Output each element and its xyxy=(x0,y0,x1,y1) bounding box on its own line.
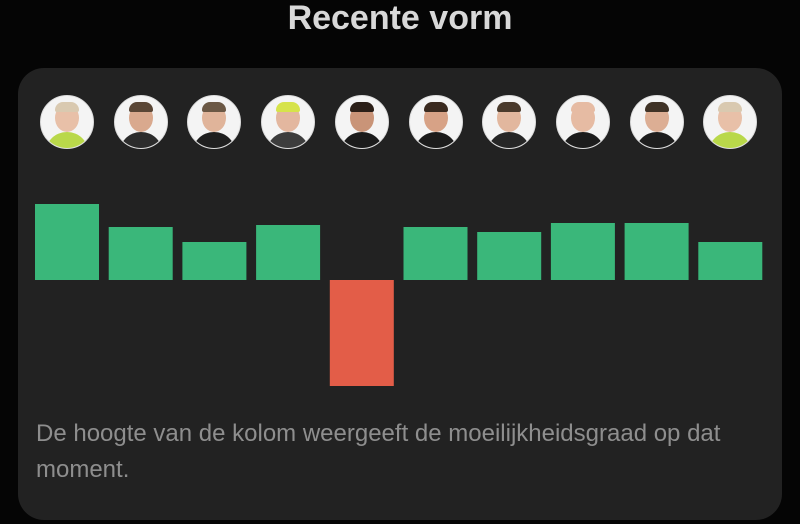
avatar-shirt xyxy=(708,132,753,148)
player-avatar-2[interactable] xyxy=(113,95,168,149)
form-bar-5 xyxy=(329,280,394,386)
form-bar-1 xyxy=(35,204,99,280)
player-avatar-9[interactable] xyxy=(629,95,684,149)
recent-form-card: De hoogte van de kolom weergeeft de moei… xyxy=(18,68,782,520)
form-bar-chart xyxy=(35,204,763,386)
player-avatar-10[interactable] xyxy=(703,95,758,149)
avatar-shirt xyxy=(413,132,458,148)
form-bar-3 xyxy=(182,242,247,280)
player-avatar-6[interactable] xyxy=(408,95,463,149)
avatar-shirt xyxy=(487,132,532,148)
avatar-hair xyxy=(570,102,595,112)
avatar-shirt xyxy=(45,132,89,148)
player-avatar-3[interactable] xyxy=(187,95,242,149)
avatar-hair xyxy=(276,102,301,112)
avatar-hair xyxy=(55,102,79,112)
avatar-hair xyxy=(718,102,743,112)
form-bar-6 xyxy=(403,227,468,280)
form-bar-2 xyxy=(108,227,173,280)
avatar-hair xyxy=(497,102,522,112)
player-avatars-row xyxy=(18,95,782,149)
player-avatar-7[interactable] xyxy=(482,95,537,149)
player-avatar-5[interactable] xyxy=(334,95,389,149)
form-bar-4 xyxy=(256,225,321,280)
form-bar-8 xyxy=(550,223,615,280)
player-avatar-8[interactable] xyxy=(555,95,610,149)
player-avatar-1[interactable] xyxy=(40,95,94,149)
avatar-shirt xyxy=(339,132,384,148)
avatar-hair xyxy=(349,102,374,112)
avatar-shirt xyxy=(266,132,311,148)
chart-caption: De hoogte van de kolom weergeeft de moei… xyxy=(36,420,721,483)
form-bar-9 xyxy=(624,223,689,280)
avatar-hair xyxy=(128,102,153,112)
form-bar-10 xyxy=(698,242,763,280)
form-bar-7 xyxy=(477,232,542,280)
avatar-shirt xyxy=(118,132,163,148)
page-title: Recente vorm xyxy=(287,0,513,37)
avatar-shirt xyxy=(192,132,237,148)
player-avatar-4[interactable] xyxy=(261,95,316,149)
avatar-shirt xyxy=(560,132,605,148)
avatar-hair xyxy=(644,102,669,112)
avatar-hair xyxy=(423,102,448,112)
avatar-shirt xyxy=(634,132,679,148)
avatar-hair xyxy=(202,102,227,112)
